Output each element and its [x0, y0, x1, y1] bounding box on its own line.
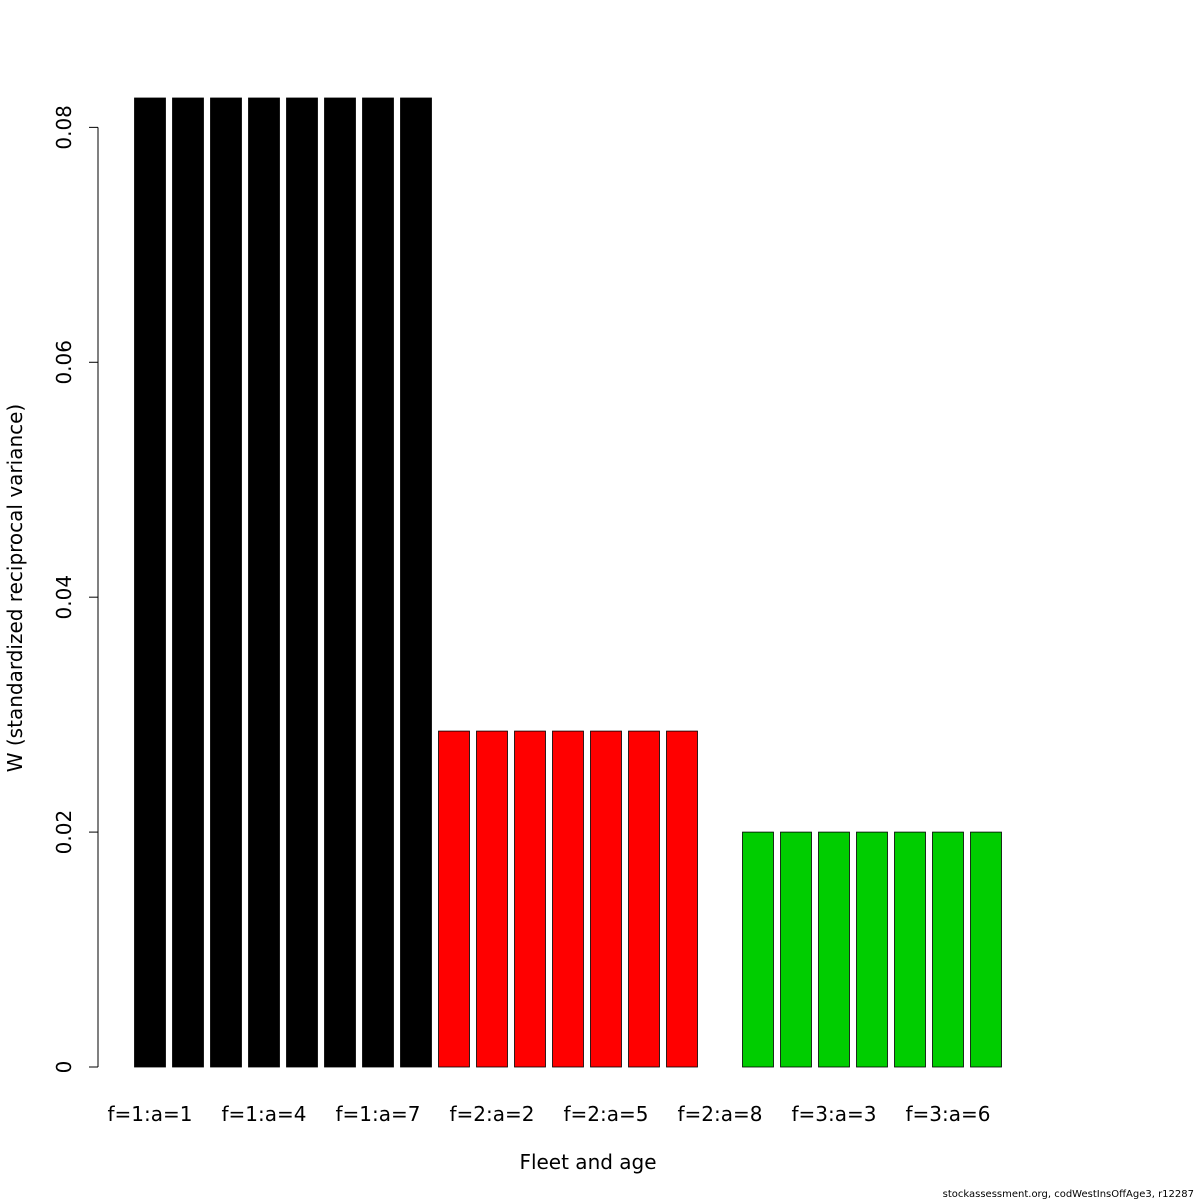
- y-tick-label: 0.04: [52, 575, 76, 620]
- bar: [742, 831, 774, 1068]
- bar: [894, 831, 926, 1068]
- bar: [362, 97, 394, 1068]
- y-tick-label: 0.02: [52, 810, 76, 855]
- bar: [286, 97, 318, 1068]
- bar: [438, 730, 470, 1068]
- bar: [970, 831, 1002, 1068]
- bar: [552, 730, 584, 1068]
- bar: [590, 730, 622, 1068]
- bar: [210, 97, 242, 1068]
- y-tick-label: 0: [52, 1061, 76, 1074]
- bar: [932, 831, 964, 1068]
- bar: [248, 97, 280, 1068]
- bar: [172, 97, 204, 1068]
- x-tick-label: f=1:a=7: [336, 1102, 421, 1126]
- x-tick-label: f=2:a=8: [678, 1102, 763, 1126]
- x-tick-label: f=1:a=1: [108, 1102, 193, 1126]
- y-tick-label: 0.08: [52, 105, 76, 150]
- x-axis-label: Fleet and age: [519, 1150, 656, 1174]
- bar: [856, 831, 888, 1068]
- y-tick-label: 0.06: [52, 340, 76, 385]
- footnote: stockassessment.org, codWestInsOffAge3, …: [943, 1189, 1194, 1200]
- bar: [134, 97, 166, 1068]
- bar: [780, 831, 812, 1068]
- y-axis-label: W (standardized reciprocal variance): [3, 404, 27, 773]
- bar: [628, 730, 660, 1068]
- bar: [514, 730, 546, 1068]
- x-tick-label: f=2:a=5: [564, 1102, 649, 1126]
- x-tick-label: f=2:a=2: [450, 1102, 535, 1126]
- x-tick-label: f=1:a=4: [222, 1102, 307, 1126]
- x-tick-label: f=3:a=6: [906, 1102, 991, 1126]
- bar: [476, 730, 508, 1068]
- bar: [400, 97, 432, 1068]
- x-tick-label: f=3:a=3: [792, 1102, 877, 1126]
- bar: [324, 97, 356, 1068]
- bar: [818, 831, 850, 1068]
- bar: [666, 730, 698, 1068]
